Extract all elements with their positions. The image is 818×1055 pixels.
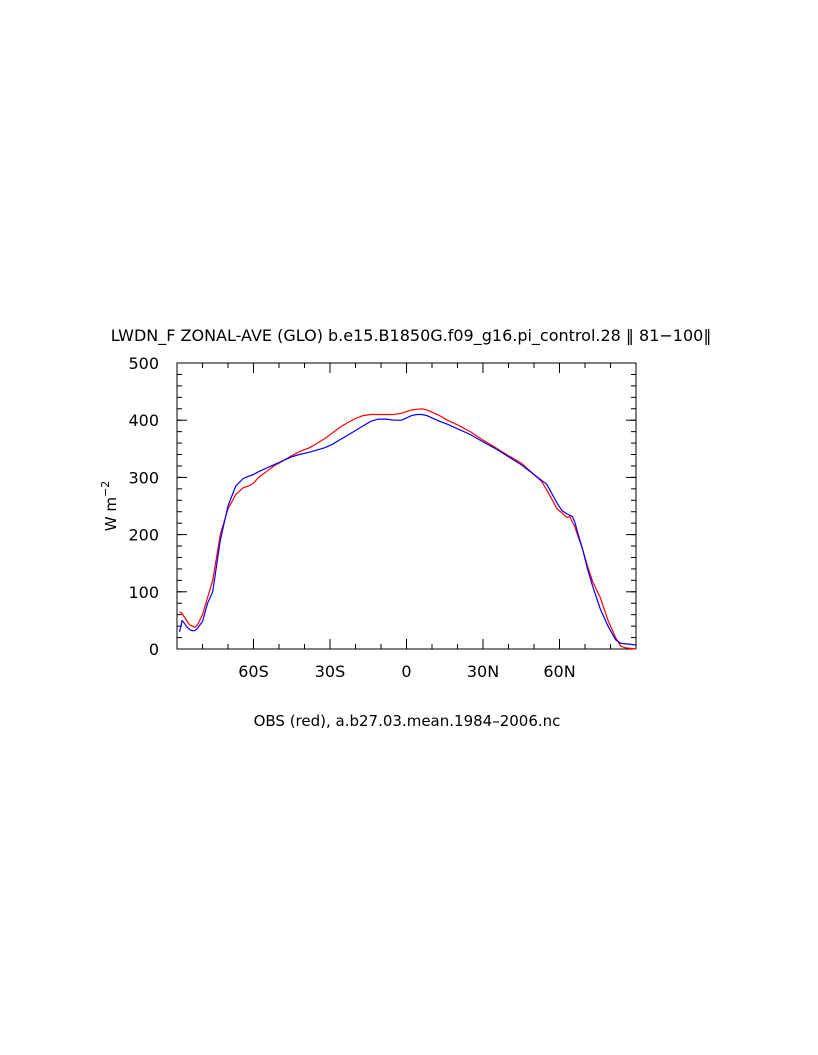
x-tick-label: 0: [401, 662, 411, 681]
x-tick-label: 60N: [543, 662, 575, 681]
y-tick-label: 0: [149, 640, 159, 659]
series-layer: [179, 408, 637, 650]
x-tick-label: 30N: [467, 662, 499, 681]
axis-ticks: [177, 362, 636, 650]
y-tick-label: 200: [128, 526, 159, 545]
axis-tick-labels: 60S 30S 0 30N 60N 0 100 200 300 400 500: [128, 354, 575, 681]
obs-series-line: [179, 408, 637, 650]
chart-title: LWDN_F ZONAL-AVE (GLO) b.e15.B1850G.f09_…: [111, 326, 712, 346]
x-tick-label: 60S: [238, 662, 269, 681]
y-axis-label-exponent: −2: [99, 481, 112, 497]
y-axis-label: W m−2: [99, 481, 120, 531]
y-tick-label: 400: [128, 411, 159, 430]
plot-frame: [176, 362, 637, 650]
model-series-line: [179, 413, 637, 646]
x-axis-label: OBS (red), a.b27.03.mean.1984–2006.nc: [254, 712, 561, 730]
y-axis-label-main: W m: [102, 497, 120, 531]
y-tick-label: 500: [128, 354, 159, 373]
y-tick-label: 100: [128, 583, 159, 602]
y-tick-label: 300: [128, 468, 159, 487]
x-tick-label: 30S: [315, 662, 346, 681]
